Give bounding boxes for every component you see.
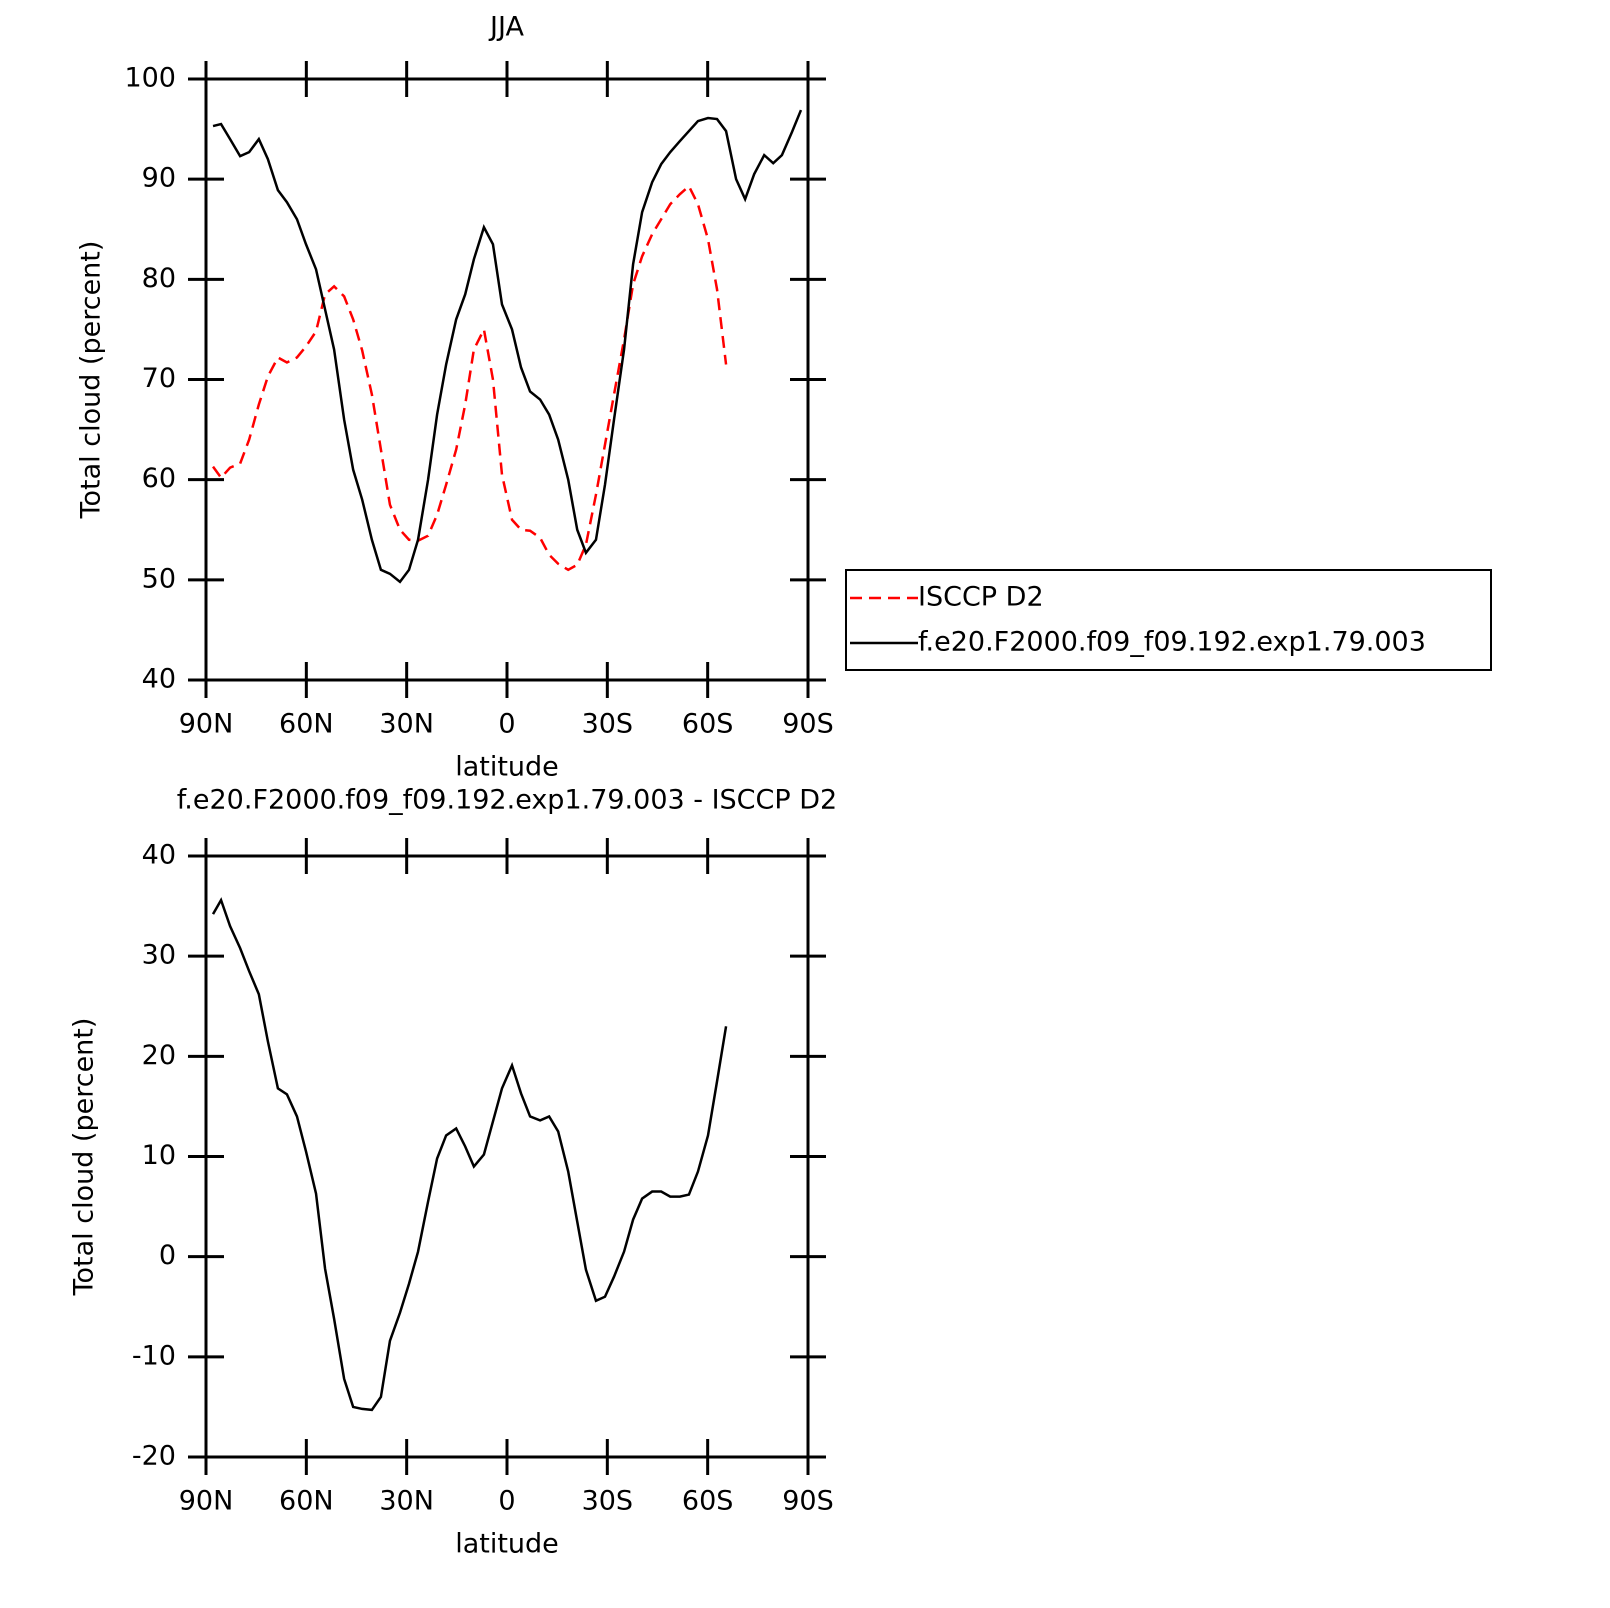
y-tick-label: 100 xyxy=(124,63,176,94)
data-line xyxy=(212,109,803,584)
y-tick-label: 10 xyxy=(142,1140,176,1171)
chart-title: JJA xyxy=(488,12,524,43)
x-tick-label: 0 xyxy=(498,1486,515,1517)
y-tick-label: 20 xyxy=(142,1040,176,1071)
x-tick-label: 30S xyxy=(582,709,634,740)
y-tick-label: 30 xyxy=(142,940,176,971)
x-tick-label: 90N xyxy=(179,1486,234,1517)
x-tick-label: 90N xyxy=(179,709,234,740)
y-tick-label: 40 xyxy=(142,840,176,871)
y-tick-label: 0 xyxy=(159,1240,176,1271)
x-tick-label: 0 xyxy=(498,709,515,740)
x-tick-label: 30N xyxy=(379,1486,434,1517)
data-line xyxy=(212,184,728,572)
y-tick-label: 50 xyxy=(142,563,176,594)
y-tick-label: 90 xyxy=(142,163,176,194)
x-tick-label: 30N xyxy=(379,709,434,740)
data-line xyxy=(211,897,728,1412)
legend-label: ISCCP D2 xyxy=(918,582,1044,613)
y-axis-label: Total cloud (percent) xyxy=(69,1018,100,1297)
y-axis-label: Total cloud (percent) xyxy=(76,241,107,520)
y-tick-label: 70 xyxy=(142,363,176,394)
x-tick-label: 90S xyxy=(782,1486,834,1517)
plot-frame xyxy=(204,854,810,1459)
x-axis-label: latitude xyxy=(455,752,559,783)
x-tick-label: 30S xyxy=(582,1486,634,1517)
chart-title: f.e20.F2000.f09_f09.192.exp1.79.003 - IS… xyxy=(177,785,837,816)
x-tick-label: 90S xyxy=(782,709,834,740)
y-tick-label: -10 xyxy=(132,1340,176,1371)
x-axis-label: latitude xyxy=(455,1529,559,1560)
legend-label: f.e20.F2000.f09_f09.192.exp1.79.003 xyxy=(918,627,1426,658)
legend-box xyxy=(845,569,1492,671)
plot-frame xyxy=(204,77,810,682)
y-tick-label: -20 xyxy=(132,1441,176,1472)
x-tick-label: 60S xyxy=(682,1486,734,1517)
y-tick-label: 60 xyxy=(142,463,176,494)
y-tick-label: 80 xyxy=(142,263,176,294)
y-tick-label: 40 xyxy=(142,664,176,695)
x-tick-label: 60N xyxy=(279,709,334,740)
x-tick-label: 60N xyxy=(279,1486,334,1517)
x-tick-label: 60S xyxy=(682,709,734,740)
